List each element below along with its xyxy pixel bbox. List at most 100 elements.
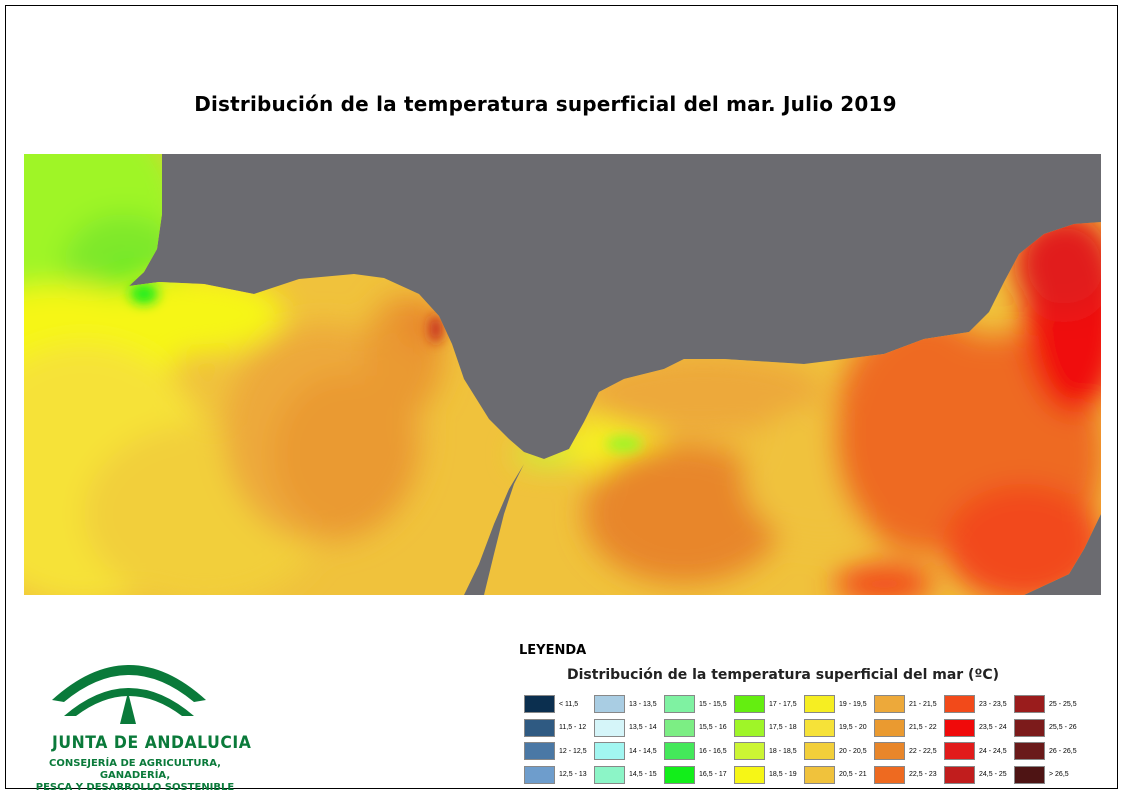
legend-label: 14,5 - 15	[629, 771, 657, 778]
legend-item: 16 - 16,5	[664, 742, 727, 760]
legend-swatch	[524, 765, 555, 784]
legend-swatch	[524, 742, 555, 760]
legend-swatch	[944, 765, 975, 784]
legend-label: 21,5 - 22	[909, 724, 937, 731]
legend-label: 16 - 16,5	[699, 747, 727, 755]
legend-item: 17 - 17,5	[734, 695, 797, 713]
legend-swatch	[1014, 718, 1045, 737]
legend-label: 12,5 - 13	[559, 771, 587, 778]
legend-label: 18,5 - 19	[769, 771, 797, 778]
legend-item: 15 - 15,5	[664, 695, 727, 713]
legend-item: 14,5 - 15	[594, 765, 657, 784]
legend-item: 20,5 - 21	[804, 765, 867, 784]
legend-swatch	[734, 695, 765, 713]
dept-line-2: PESCA Y DESARROLLO SOSTENIBLE	[35, 782, 235, 793]
legend-item: 24 - 24,5	[944, 742, 1007, 760]
legend-swatch	[804, 742, 835, 760]
page-frame	[5, 5, 1118, 789]
legend-label: > 26,5	[1049, 771, 1069, 778]
department-name: CONSEJERÍA DE AGRICULTURA, GANADERÍA, PE…	[30, 758, 240, 794]
legend-label: 15 - 15,5	[699, 700, 727, 708]
legend-item: 19,5 - 20	[804, 718, 867, 737]
map-title: Distribución de la temperatura superfici…	[194, 92, 897, 116]
legend-swatch	[1014, 742, 1045, 760]
legend-swatch	[944, 742, 975, 760]
legend-label: 23 - 23,5	[979, 700, 1007, 708]
legend-swatch	[804, 718, 835, 737]
legend-label: < 11,5	[559, 700, 579, 708]
legend-swatch	[664, 742, 695, 760]
legend-swatch	[594, 695, 625, 713]
legend-label: 23,5 - 24	[979, 724, 1007, 731]
legend-swatch	[874, 695, 905, 713]
legend-label: 21 - 21,5	[909, 700, 937, 708]
legend-item: 26 - 26,5	[1014, 742, 1077, 760]
legend-item: < 11,5	[524, 695, 578, 713]
legend-label: 26 - 26,5	[1049, 747, 1077, 755]
legend-swatch	[734, 765, 765, 784]
legend-label: 22 - 22,5	[909, 747, 937, 755]
legend-label: 25,5 - 26	[1049, 724, 1077, 731]
legend-label: 19 - 19,5	[839, 700, 867, 708]
legend-label: 19,5 - 20	[839, 724, 867, 731]
legend-label: 12 - 12,5	[559, 747, 587, 755]
legend-swatch	[804, 765, 835, 784]
legend-item: 22,5 - 23	[874, 765, 937, 784]
legend-label: 11,5 - 12	[559, 724, 587, 731]
legend-swatch	[874, 742, 905, 760]
legend-label: 17,5 - 18	[769, 724, 797, 731]
legend-label: 16,5 - 17	[699, 771, 727, 778]
legend-item: 16,5 - 17	[664, 765, 727, 784]
legend-swatch	[944, 718, 975, 737]
legend-label: 18 - 18,5	[769, 747, 797, 755]
legend-item: 13 - 13,5	[594, 695, 657, 713]
legend-swatch	[1014, 695, 1045, 713]
junta-de-andalucia-emblem-icon	[52, 665, 206, 724]
legend-swatch	[594, 742, 625, 760]
legend-item: 23 - 23,5	[944, 695, 1007, 713]
legend-swatch	[594, 718, 625, 737]
legend-label: 14 - 14,5	[629, 747, 657, 755]
sea-temperature-map[interactable]	[24, 154, 1101, 595]
legend-item: 21 - 21,5	[874, 695, 937, 713]
legend-item: 12,5 - 13	[524, 765, 587, 784]
legend-subtitle: Distribución de la temperatura superfici…	[567, 667, 1000, 683]
legend-swatch	[594, 765, 625, 784]
legend-item: 14 - 14,5	[594, 742, 657, 760]
legend-item: 18 - 18,5	[734, 742, 797, 760]
legend-label: 17 - 17,5	[769, 700, 797, 708]
legend-swatch	[874, 718, 905, 737]
legend-item: 18,5 - 19	[734, 765, 797, 784]
legend-label: 24,5 - 25	[979, 771, 1007, 778]
org-name: JUNTA DE ANDALUCIA	[52, 733, 252, 753]
legend-swatch	[664, 765, 695, 784]
legend-item: 21,5 - 22	[874, 718, 937, 737]
legend-swatch	[734, 742, 765, 760]
legend-item: 25 - 25,5	[1014, 695, 1077, 713]
legend-heading: LEYENDA	[519, 643, 587, 658]
legend-label: 24 - 24,5	[979, 747, 1007, 755]
legend-item: 20 - 20,5	[804, 742, 867, 760]
legend-swatch	[944, 695, 975, 713]
legend-label: 13 - 13,5	[629, 700, 657, 708]
legend-swatch	[664, 718, 695, 737]
legend-item: > 26,5	[1014, 765, 1069, 784]
legend-swatch	[664, 695, 695, 713]
legend-label: 20 - 20,5	[839, 747, 867, 755]
legend-label: 13,5 - 14	[629, 724, 657, 731]
legend-label: 25 - 25,5	[1049, 700, 1077, 708]
legend-item: 11,5 - 12	[524, 718, 587, 737]
legend-label: 15,5 - 16	[699, 724, 727, 731]
legend-swatch	[1014, 765, 1045, 784]
legend-item: 19 - 19,5	[804, 695, 867, 713]
legend-item: 15,5 - 16	[664, 718, 727, 737]
legend-swatch	[734, 718, 765, 737]
legend-label: 22,5 - 23	[909, 771, 937, 778]
legend-swatch	[524, 695, 555, 713]
legend-swatch	[804, 695, 835, 713]
legend-swatch	[524, 718, 555, 737]
legend-item: 12 - 12,5	[524, 742, 587, 760]
legend-swatch	[874, 765, 905, 784]
legend-item: 13,5 - 14	[594, 718, 657, 737]
legend-item: 17,5 - 18	[734, 718, 797, 737]
